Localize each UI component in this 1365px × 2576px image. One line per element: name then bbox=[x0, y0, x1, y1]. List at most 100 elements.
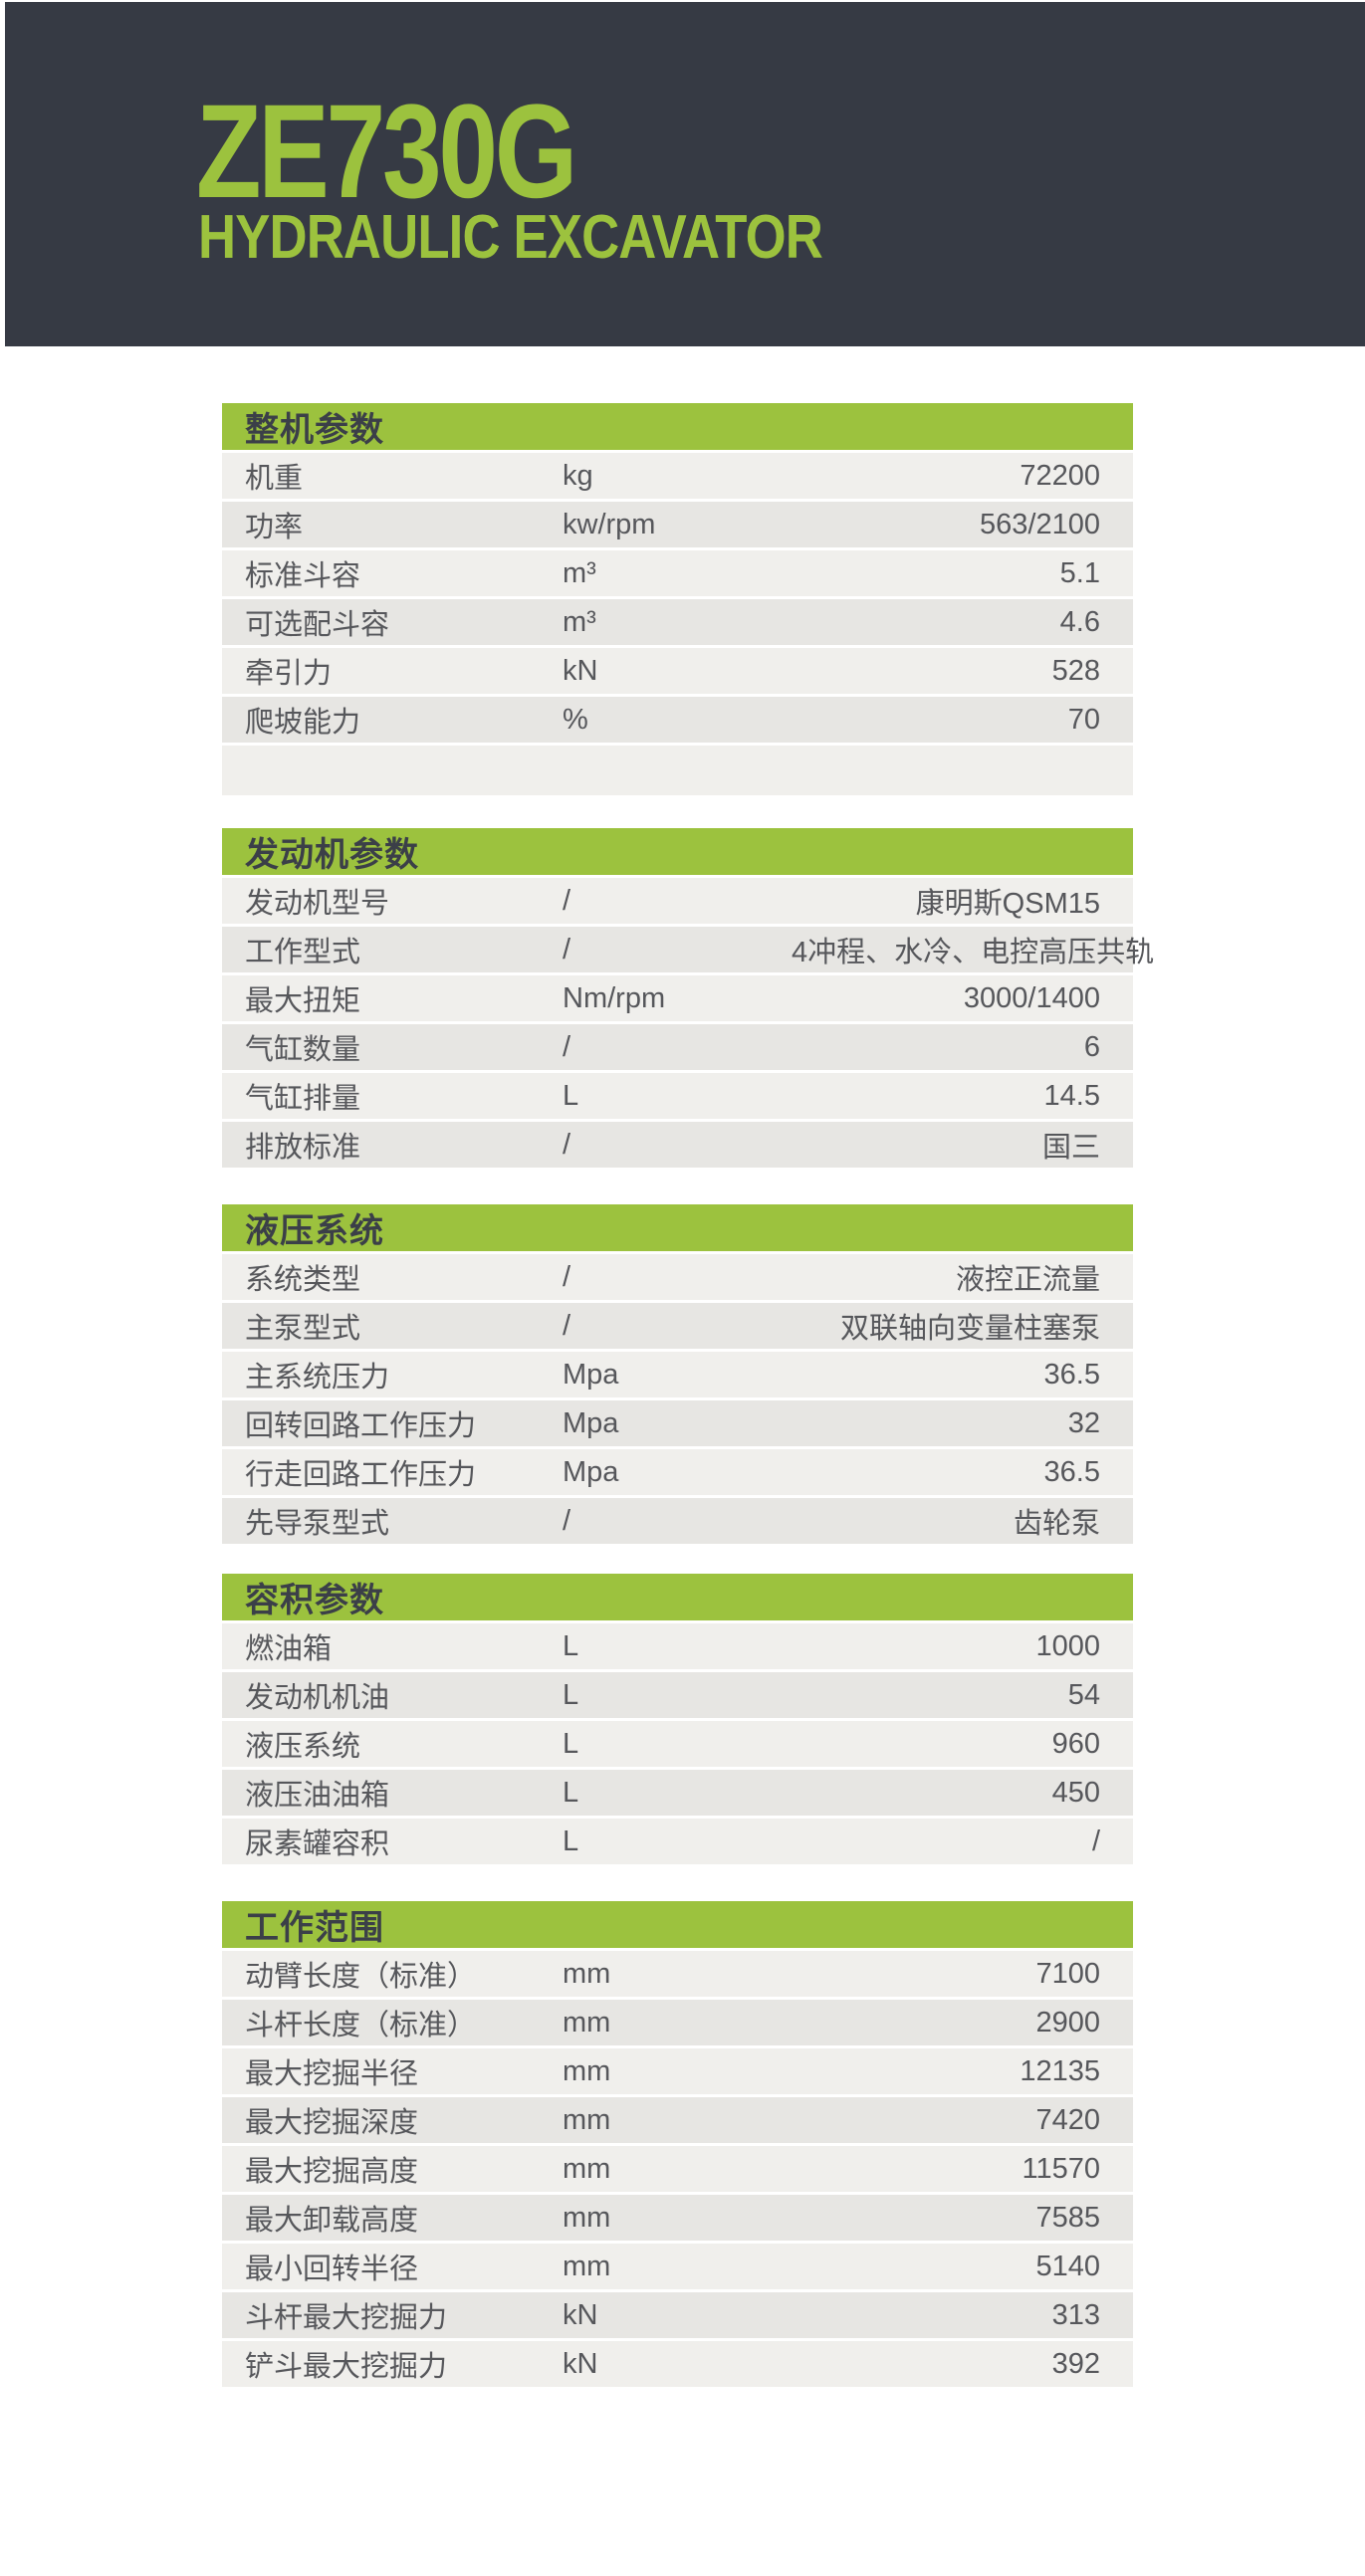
spec-label: 发动机机油 bbox=[245, 1682, 390, 1714]
spec-label: 液压系统 bbox=[245, 1731, 361, 1763]
spec-value: 72200 bbox=[1020, 459, 1100, 492]
spec-value: 563/2100 bbox=[980, 508, 1100, 540]
spec-unit: mm bbox=[563, 2201, 611, 2234]
spec-unit: mm bbox=[563, 2152, 611, 2185]
spec-label: 铲斗最大挖掘力 bbox=[245, 2351, 448, 2383]
spec-label: 爬坡能力 bbox=[245, 707, 361, 739]
spec-value: 7100 bbox=[1035, 1957, 1100, 1990]
spec-unit: mm bbox=[563, 2103, 611, 2136]
table-row: 气缸排量 L 14.5 bbox=[222, 1070, 1133, 1119]
spec-label: 发动机型号 bbox=[245, 888, 390, 920]
spec-unit: mm bbox=[563, 2006, 611, 2039]
spec-label: 功率 bbox=[245, 512, 304, 543]
spec-value: 12135 bbox=[1020, 2054, 1100, 2087]
spec-label: 最大卸载高度 bbox=[245, 2205, 419, 2237]
spec-unit: / bbox=[563, 1030, 571, 1063]
spec-label: 主泵型式 bbox=[245, 1313, 361, 1345]
spec-value: 1000 bbox=[1035, 1629, 1100, 1662]
spec-label: 标准斗容 bbox=[245, 560, 361, 592]
spec-value: 392 bbox=[1051, 2347, 1100, 2380]
table-row: 最大挖掘半径 mm 12135 bbox=[222, 2045, 1133, 2094]
spec-label: 气缸数量 bbox=[245, 1034, 361, 1066]
table-row: 可选配斗容 m³ 4.6 bbox=[222, 596, 1133, 645]
spec-label: 最小回转半径 bbox=[245, 2254, 419, 2285]
spec-unit: kN bbox=[563, 2298, 598, 2331]
spec-unit: kg bbox=[563, 459, 593, 492]
spec-label: 燃油箱 bbox=[245, 1633, 333, 1665]
table-row: 最小回转半径 mm 5140 bbox=[222, 2241, 1133, 2289]
spec-label: 排放标准 bbox=[245, 1132, 361, 1164]
spec-unit: Mpa bbox=[563, 1406, 619, 1439]
spec-table-working-range: 工作范围 动臂长度（标准） mm 7100 斗杆长度（标准） mm 2900 最大挖掘半径 mm… bbox=[222, 1901, 1133, 2387]
table-row: 爬坡能力% 70 bbox=[222, 694, 1133, 743]
spec-label: 回转回路工作压力 bbox=[245, 1410, 477, 1442]
spec-label: 尿素罐容积 bbox=[245, 1828, 390, 1860]
table-row: 牵引力 kN 528 bbox=[222, 645, 1133, 694]
spec-value: 450 bbox=[1051, 1776, 1100, 1809]
spec-table-engine: 发动机参数 发动机型号 / 康明斯QSM15 工作型式 / 4冲程、水冷、电控高压共轨 最大扭… bbox=[222, 828, 1154, 1168]
table-row: 最大卸载高度 mm 7585 bbox=[222, 2192, 1133, 2241]
spec-value: 54 bbox=[1067, 1678, 1100, 1711]
spec-label: 行走回路工作压力 bbox=[245, 1459, 477, 1491]
spec-value: 国三 bbox=[1041, 1132, 1100, 1164]
table-title: 容积参数 bbox=[222, 1574, 1133, 1620]
spec-value: 5140 bbox=[1035, 2250, 1100, 2282]
spec-label: 机重 bbox=[245, 463, 304, 495]
spec-unit: mm bbox=[563, 2250, 611, 2282]
model-subtitle: HYDRAULIC EXCAVATOR bbox=[198, 203, 823, 272]
table-row: 斗杆最大挖掘力 kN 313 bbox=[222, 2289, 1133, 2338]
table-row: 斗杆长度（标准） mm 2900 bbox=[222, 1997, 1133, 2045]
table-row: 最大挖掘深度 mm 7420 bbox=[222, 2094, 1133, 2143]
spec-value: 康明斯QSM15 bbox=[915, 888, 1100, 920]
spec-label: 最大扭矩 bbox=[245, 985, 361, 1017]
spec-unit: mm bbox=[563, 2054, 611, 2087]
spec-value: 4.6 bbox=[1059, 605, 1100, 638]
table-row: 动臂长度（标准） mm 7100 bbox=[222, 1948, 1133, 1997]
spec-unit: L bbox=[563, 1678, 579, 1711]
table-row: 主系统压力 Mpa 36.5 bbox=[222, 1349, 1133, 1397]
spec-value: 36.5 bbox=[1043, 1358, 1100, 1391]
table-row: 系统类型 / 液控正流量 bbox=[222, 1251, 1133, 1300]
table-title: 工作范围 bbox=[222, 1901, 1133, 1948]
spec-unit: kw/rpm bbox=[563, 508, 656, 540]
spec-table-hydraulic: 液压系统 系统类型 / 液控正流量 主泵型式 / 双联轴向变量柱塞泵 主系统压力 Mpa 36.5… bbox=[222, 1204, 1133, 1544]
spec-unit: L bbox=[563, 1776, 579, 1809]
spec-label: 最大挖掘高度 bbox=[245, 2156, 419, 2188]
spec-value: 11570 bbox=[1022, 2152, 1101, 2185]
table-row: 工作型式 / 4冲程、水冷、电控高压共轨 bbox=[222, 924, 1154, 972]
spec-label: 可选配斗容 bbox=[245, 609, 390, 641]
spec-value: 32 bbox=[1067, 1406, 1100, 1439]
spec-unit: / bbox=[563, 1128, 571, 1161]
spec-table-capacity: 容积参数 燃油箱 L 1000 发动机机油 L 54 液压系统 L 960 液压油油箱 L 450 尿素罐… bbox=[222, 1574, 1133, 1864]
table-row: 燃油箱 L 1000 bbox=[222, 1620, 1133, 1669]
spec-unit: Nm/rpm bbox=[563, 981, 666, 1014]
spec-value: 70 bbox=[1067, 703, 1100, 736]
spec-value: 14.5 bbox=[1043, 1079, 1100, 1112]
spec-unit: L bbox=[563, 1629, 579, 1662]
spec-value: 2900 bbox=[1035, 2006, 1100, 2039]
spec-unit: mm bbox=[563, 1957, 611, 1990]
spec-label: 工作型式 bbox=[245, 937, 361, 968]
table-row: 发动机机油 L 54 bbox=[222, 1669, 1133, 1718]
spec-value: 960 bbox=[1051, 1727, 1100, 1760]
empty-row-filler bbox=[222, 743, 1133, 795]
table-row: 最大挖掘高度 mm 11570 bbox=[222, 2143, 1133, 2192]
spec-label: 气缸排量 bbox=[245, 1083, 361, 1115]
spec-unit: / bbox=[563, 933, 571, 966]
table-row: 发动机型号 / 康明斯QSM15 bbox=[222, 875, 1133, 924]
table-title: 发动机参数 bbox=[222, 828, 1133, 875]
table-row: 功率 kw/rpm 563/2100 bbox=[222, 499, 1133, 547]
table-row: 铲斗最大挖掘力 kN 392 bbox=[222, 2338, 1133, 2387]
spec-unit: kN bbox=[563, 654, 598, 687]
spec-label: 最大挖掘半径 bbox=[245, 2058, 419, 2090]
table-row: 气缸数量 / 6 bbox=[222, 1021, 1133, 1070]
spec-unit: L bbox=[563, 1727, 579, 1760]
table-row: 排放标准 / 国三 bbox=[222, 1119, 1133, 1168]
table-row: 回转回路工作压力 Mpa 32 bbox=[222, 1397, 1133, 1446]
spec-label: 系统类型 bbox=[245, 1264, 361, 1296]
table-row: 液压油油箱 L 450 bbox=[222, 1767, 1133, 1816]
table-row: 液压系统 L 960 bbox=[222, 1718, 1133, 1767]
spec-value: 36.5 bbox=[1043, 1455, 1100, 1488]
spec-unit: m³ bbox=[563, 605, 596, 638]
